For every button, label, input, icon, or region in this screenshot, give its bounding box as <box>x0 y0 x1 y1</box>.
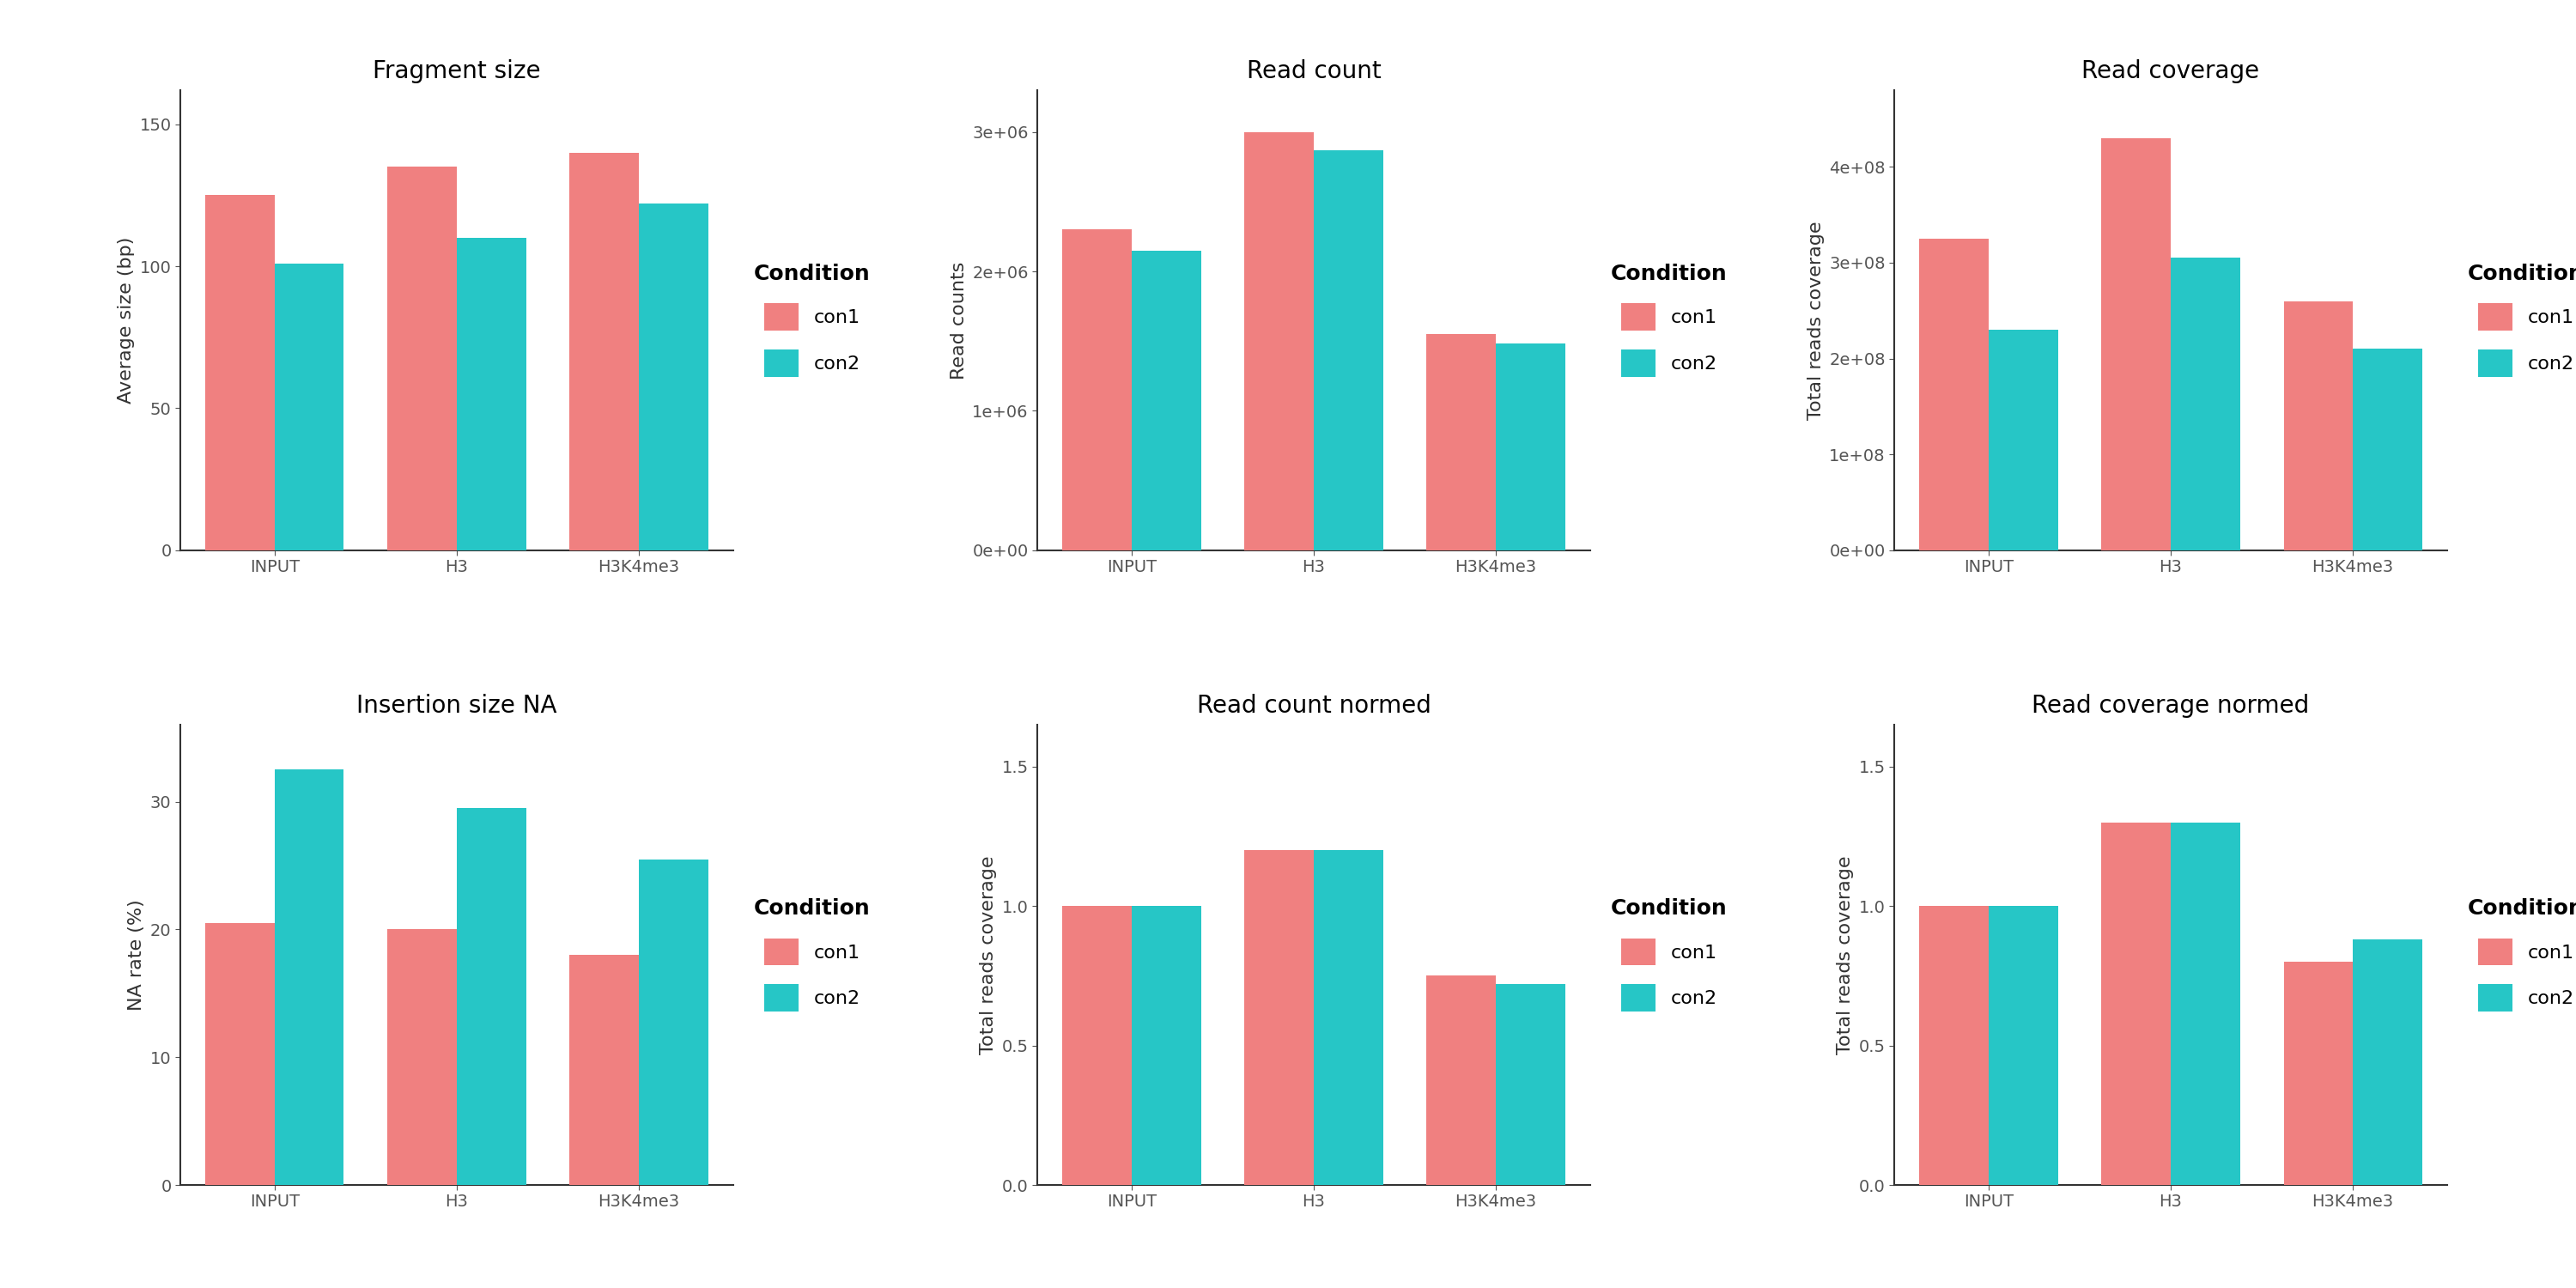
Bar <box>1244 850 1314 1185</box>
Bar <box>276 263 343 550</box>
Legend: con1, con2: con1, con2 <box>755 264 871 376</box>
Bar <box>1919 238 1989 550</box>
Legend: con1, con2: con1, con2 <box>2468 264 2576 376</box>
Bar <box>1131 907 1200 1185</box>
Bar <box>456 808 526 1185</box>
Title: Read count normed: Read count normed <box>1198 694 1430 719</box>
Bar <box>1919 907 1989 1185</box>
Legend: con1, con2: con1, con2 <box>1610 899 1728 1011</box>
Bar <box>206 923 276 1185</box>
Y-axis label: Average size (bp): Average size (bp) <box>118 237 134 403</box>
Bar <box>1314 151 1383 550</box>
Bar <box>2172 258 2241 550</box>
Bar <box>1427 334 1497 550</box>
Bar <box>2285 301 2352 550</box>
Bar <box>2352 940 2421 1185</box>
Bar <box>569 153 639 550</box>
Title: Insertion size NA: Insertion size NA <box>355 694 556 719</box>
Legend: con1, con2: con1, con2 <box>2468 899 2576 1011</box>
Bar <box>1989 907 2058 1185</box>
Title: Read coverage: Read coverage <box>2081 59 2259 84</box>
Bar <box>1427 976 1497 1185</box>
Y-axis label: Total reads coverage: Total reads coverage <box>1808 220 1824 420</box>
Bar <box>1989 330 2058 550</box>
Y-axis label: NA rate (%): NA rate (%) <box>129 899 144 1011</box>
Title: Fragment size: Fragment size <box>374 59 541 84</box>
Bar <box>2285 962 2352 1185</box>
Y-axis label: Read counts: Read counts <box>951 261 969 379</box>
Bar <box>639 204 708 550</box>
Bar <box>569 954 639 1185</box>
Bar <box>1497 984 1566 1185</box>
Title: Read count: Read count <box>1247 59 1381 84</box>
Bar <box>386 167 456 550</box>
Bar <box>639 859 708 1185</box>
Bar <box>1497 344 1566 550</box>
Bar <box>2352 349 2421 550</box>
Title: Read coverage normed: Read coverage normed <box>2032 694 2311 719</box>
Bar <box>1061 229 1131 550</box>
Legend: con1, con2: con1, con2 <box>755 899 871 1011</box>
Bar <box>1131 250 1200 550</box>
Bar <box>456 238 526 550</box>
Y-axis label: Total reads coverage: Total reads coverage <box>1837 855 1855 1055</box>
Bar <box>2102 823 2172 1185</box>
Bar <box>1061 907 1131 1185</box>
Bar <box>2102 138 2172 550</box>
Bar <box>276 770 343 1185</box>
Bar <box>2172 823 2241 1185</box>
Bar <box>1244 131 1314 550</box>
Bar <box>1314 850 1383 1185</box>
Legend: con1, con2: con1, con2 <box>1610 264 1728 376</box>
Y-axis label: Total reads coverage: Total reads coverage <box>979 855 997 1055</box>
Bar <box>386 930 456 1185</box>
Bar <box>206 196 276 550</box>
